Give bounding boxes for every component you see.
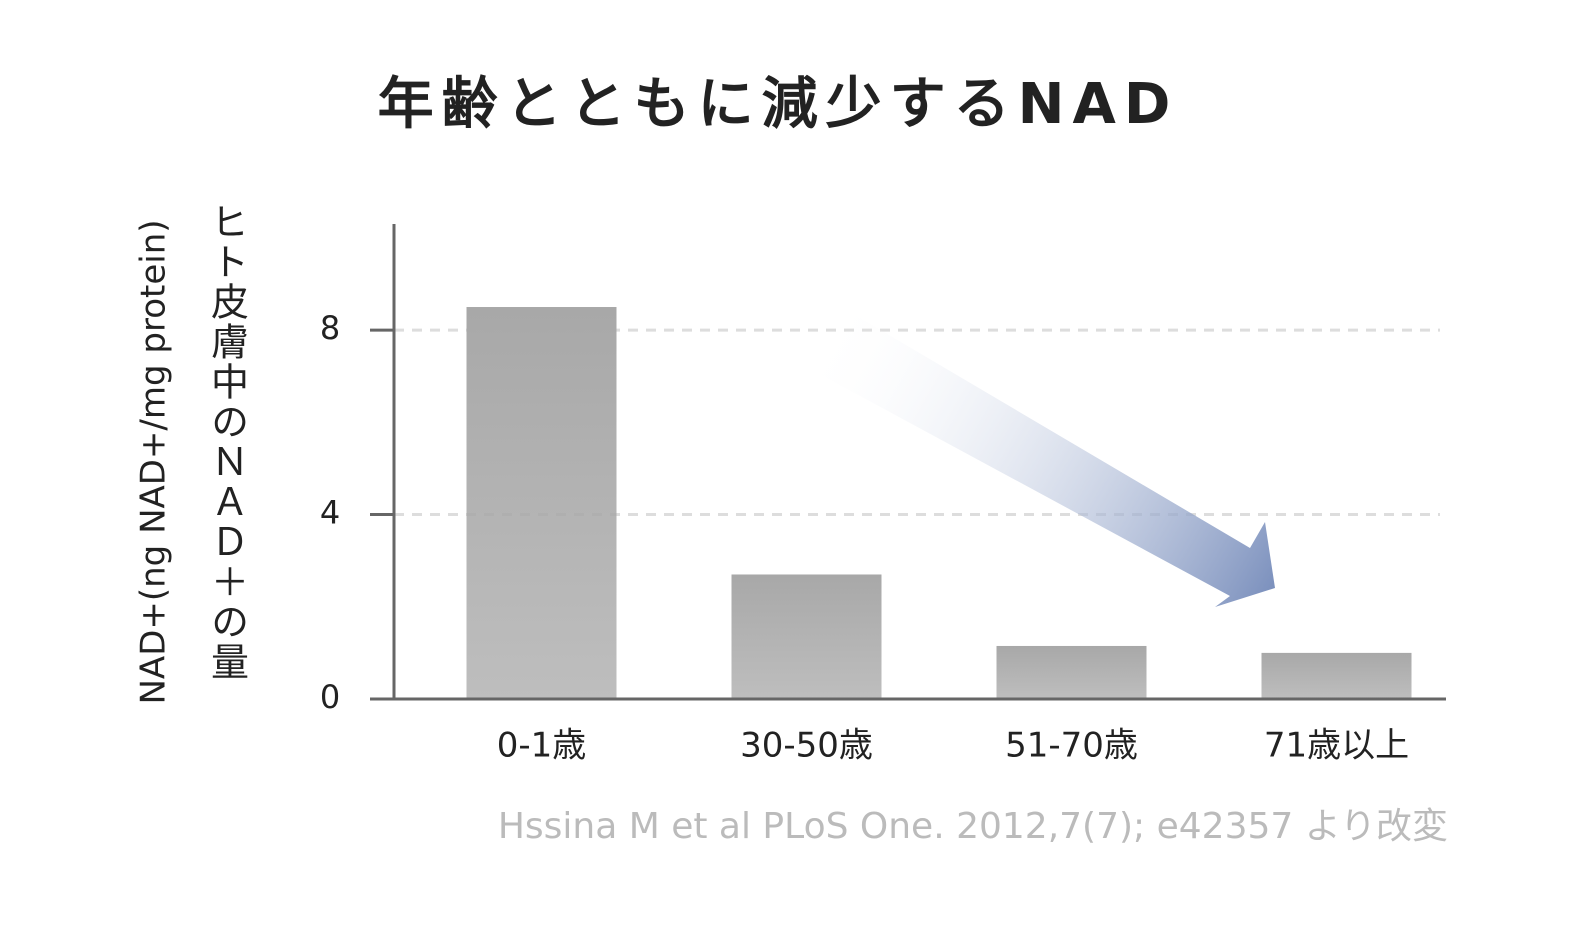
chart-title: 年齢とともに減少するNAD bbox=[378, 72, 1179, 137]
y-tick-label: 4 bbox=[320, 494, 340, 532]
bar bbox=[466, 307, 617, 699]
bar bbox=[1261, 652, 1412, 699]
y-tick-label: 0 bbox=[320, 678, 340, 716]
y-tick-label: 8 bbox=[320, 309, 340, 347]
trend-arrow bbox=[812, 312, 1275, 607]
source-note: Hssina M et al PLoS One. 2012,7(7); e423… bbox=[498, 806, 1448, 847]
x-tick-label: 0-1歳 bbox=[497, 726, 587, 766]
bar bbox=[996, 645, 1147, 699]
x-tick-label: 30-50歳 bbox=[740, 726, 873, 766]
y-axis-label-jp: ヒト皮膚中のＮＡＤ＋の量 bbox=[205, 202, 249, 682]
x-tick-label: 71歳以上 bbox=[1264, 726, 1409, 766]
y-axis-label: NAD+(ng NAD+/mg protein) bbox=[134, 219, 174, 704]
bar bbox=[731, 574, 882, 699]
x-tick-label: 51-70歳 bbox=[1005, 726, 1138, 766]
